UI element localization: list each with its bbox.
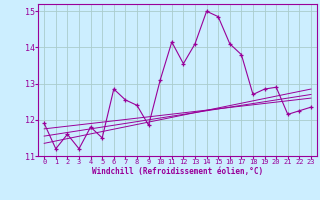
X-axis label: Windchill (Refroidissement éolien,°C): Windchill (Refroidissement éolien,°C) <box>92 167 263 176</box>
